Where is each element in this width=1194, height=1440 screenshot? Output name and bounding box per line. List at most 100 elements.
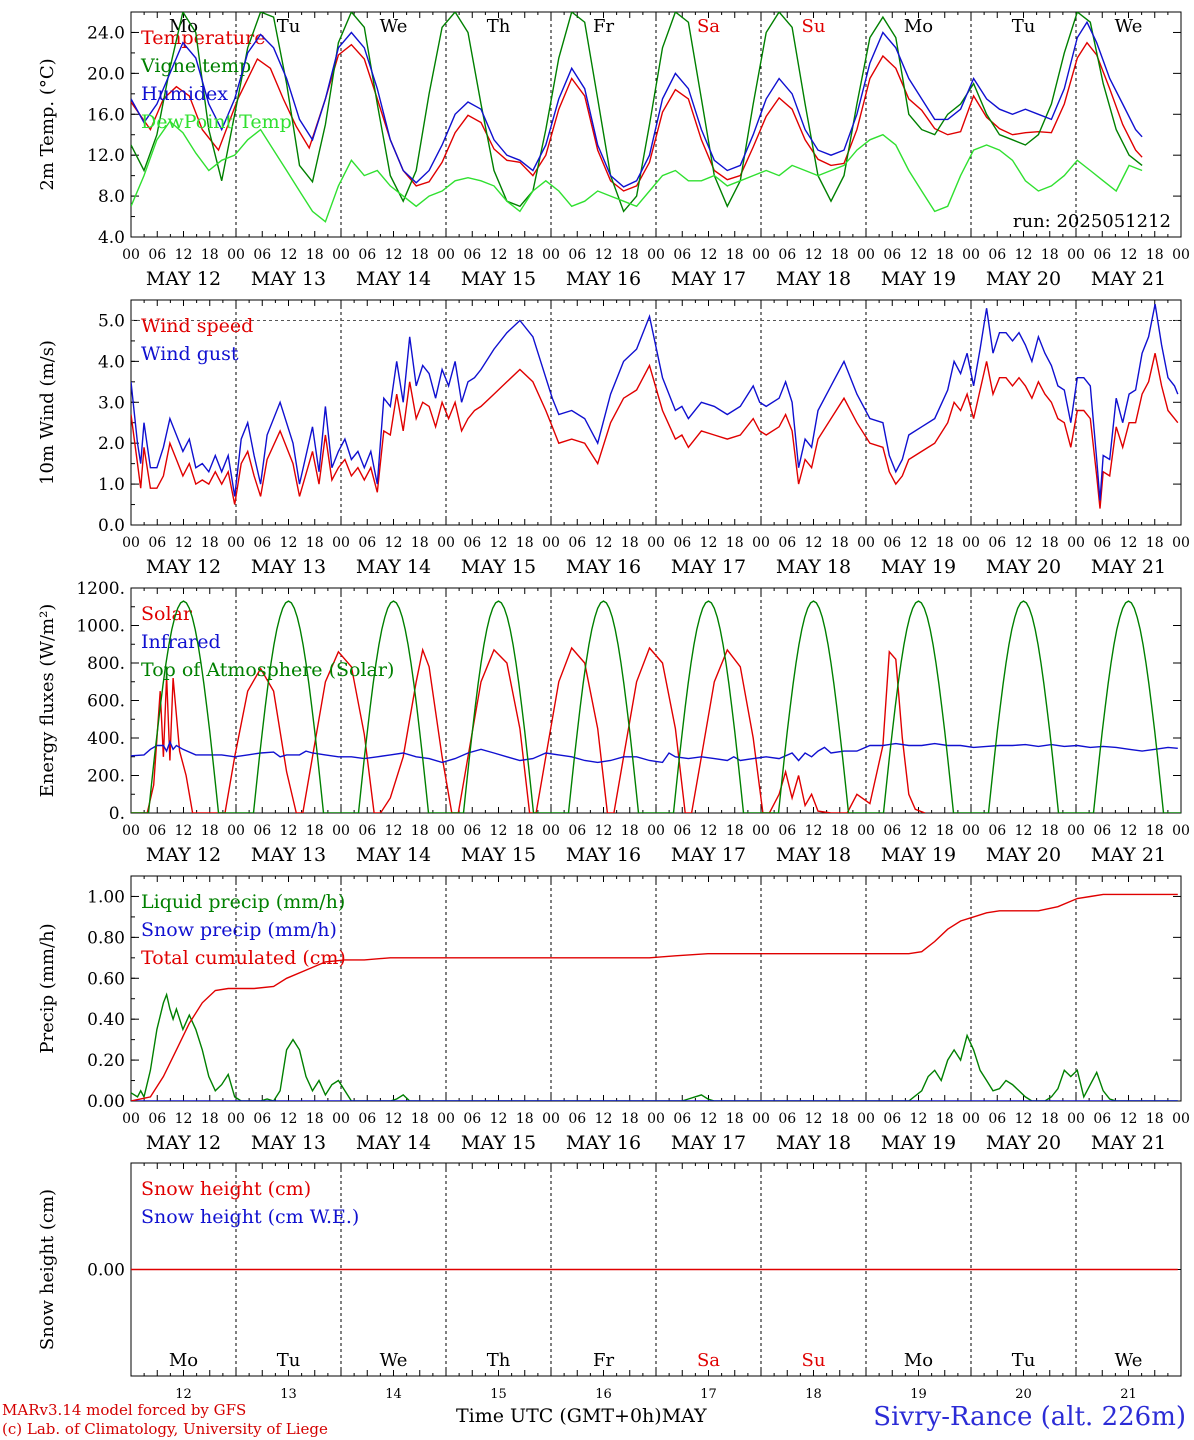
y-axis-label: Energy fluxes (W/m²)	[37, 604, 58, 798]
date-label: MAY 21	[1091, 268, 1166, 290]
day-number-label: 17	[700, 1387, 717, 1402]
date-label: MAY 18	[776, 268, 851, 290]
hour-tick-label: 00	[122, 1111, 140, 1127]
hour-tick-label: 18	[201, 535, 219, 551]
day-number-label: 16	[595, 1387, 612, 1402]
series-line	[131, 739, 1178, 764]
hour-tick-label: 00	[752, 535, 770, 551]
time-axis-label: Time UTC (GMT+0h)MAY	[456, 1405, 707, 1427]
series-line	[131, 303, 1179, 501]
weekday-label: Fr	[593, 1350, 614, 1371]
hour-tick-label: 00	[542, 535, 560, 551]
series-line	[131, 893, 1178, 1101]
hour-tick-label: 12	[910, 247, 928, 263]
day-number-label: 20	[1015, 1387, 1032, 1402]
y-tick-label: 0.60	[87, 969, 125, 989]
hour-tick-label: 06	[988, 535, 1006, 551]
weekday-label: Mo	[904, 1350, 933, 1371]
day-number-label: 12	[175, 1387, 192, 1402]
hour-tick-label: 06	[253, 535, 271, 551]
legend-entry: DewPoint Temp	[141, 111, 292, 133]
hour-tick-label: 12	[490, 535, 508, 551]
hour-tick-label: 12	[700, 823, 718, 839]
date-label: MAY 17	[671, 268, 746, 290]
series-line	[131, 353, 1179, 509]
hour-tick-label: 18	[1041, 1111, 1059, 1127]
date-label: MAY 16	[566, 268, 641, 290]
hour-tick-label: 12	[385, 823, 403, 839]
hour-tick-label: 00	[437, 1111, 455, 1127]
hour-tick-label: 00	[122, 535, 140, 551]
hour-tick-label: 18	[726, 823, 744, 839]
hour-tick-label: 12	[175, 823, 193, 839]
hour-tick-label: 00	[752, 247, 770, 263]
hour-tick-label: 00	[227, 247, 245, 263]
hour-tick-label: 06	[253, 1111, 271, 1127]
weekday-label: Tu	[277, 16, 301, 37]
date-label: MAY 18	[776, 1132, 851, 1154]
hour-tick-label: 12	[595, 823, 613, 839]
y-tick-label: 1.00	[87, 887, 125, 907]
hour-tick-label: 00	[962, 823, 980, 839]
hour-tick-label: 12	[1120, 247, 1138, 263]
y-tick-label: 8.0	[98, 187, 125, 207]
date-label: MAY 14	[356, 844, 431, 866]
hour-tick-label: 12	[280, 247, 298, 263]
y-tick-label: 1000.	[76, 617, 125, 637]
y-tick-label: 4.0	[98, 228, 125, 248]
date-label: MAY 20	[986, 1132, 1061, 1154]
hour-tick-label: 18	[516, 1111, 534, 1127]
weekday-label: Sa	[697, 16, 720, 37]
hour-tick-label: 18	[831, 823, 849, 839]
y-tick-label: 16.0	[87, 105, 125, 125]
y-axis-label: 2m Temp. (°C)	[37, 58, 58, 190]
legend-entry: Solar	[141, 603, 193, 625]
y-axis-label: Precip (mm/h)	[37, 923, 58, 1053]
legend-entry: Humidex	[141, 83, 228, 105]
hour-tick-label: 18	[411, 1111, 429, 1127]
legend-entry: Infrared	[141, 631, 221, 653]
hour-tick-label: 00	[227, 1111, 245, 1127]
hour-tick-label: 06	[253, 247, 271, 263]
hour-tick-label: 06	[463, 1111, 481, 1127]
date-label: MAY 20	[986, 844, 1061, 866]
legend-entry: Wind speed	[141, 315, 253, 337]
day-number-label: 14	[385, 1387, 402, 1402]
y-tick-label: 4.0	[98, 352, 125, 372]
hour-tick-label: 18	[726, 1111, 744, 1127]
hour-tick-label: 18	[831, 535, 849, 551]
hour-tick-label: 00	[437, 823, 455, 839]
hour-tick-label: 18	[516, 535, 534, 551]
weekday-label: Tu	[1012, 16, 1036, 37]
hour-tick-label: 12	[595, 1111, 613, 1127]
hour-tick-label: 18	[1041, 247, 1059, 263]
hour-tick-label: 00	[647, 1111, 665, 1127]
hour-tick-label: 18	[306, 247, 324, 263]
date-label: MAY 20	[986, 268, 1061, 290]
model-credit: MARv3.14 model forced by GFS	[2, 1401, 247, 1419]
hour-tick-label: 00	[1172, 535, 1190, 551]
hour-tick-label: 18	[201, 1111, 219, 1127]
hour-tick-label: 18	[411, 535, 429, 551]
hour-tick-label: 06	[463, 535, 481, 551]
hour-tick-label: 18	[1146, 535, 1164, 551]
weekday-label: We	[380, 1350, 408, 1371]
y-tick-label: 2.0	[98, 434, 125, 454]
hour-tick-label: 00	[542, 823, 560, 839]
date-label: MAY 13	[251, 1132, 326, 1154]
hour-tick-label: 06	[883, 535, 901, 551]
hour-tick-label: 12	[175, 1111, 193, 1127]
hour-tick-label: 12	[490, 1111, 508, 1127]
date-label: MAY 19	[881, 268, 956, 290]
hour-tick-label: 06	[988, 1111, 1006, 1127]
hour-tick-label: 00	[857, 535, 875, 551]
hour-tick-label: 00	[437, 247, 455, 263]
date-label: MAY 14	[356, 556, 431, 578]
date-label: MAY 17	[671, 1132, 746, 1154]
hour-tick-label: 00	[332, 247, 350, 263]
hour-tick-label: 06	[1093, 247, 1111, 263]
hour-tick-label: 06	[673, 1111, 691, 1127]
date-label: MAY 12	[146, 1132, 221, 1154]
series-line	[131, 600, 1181, 813]
